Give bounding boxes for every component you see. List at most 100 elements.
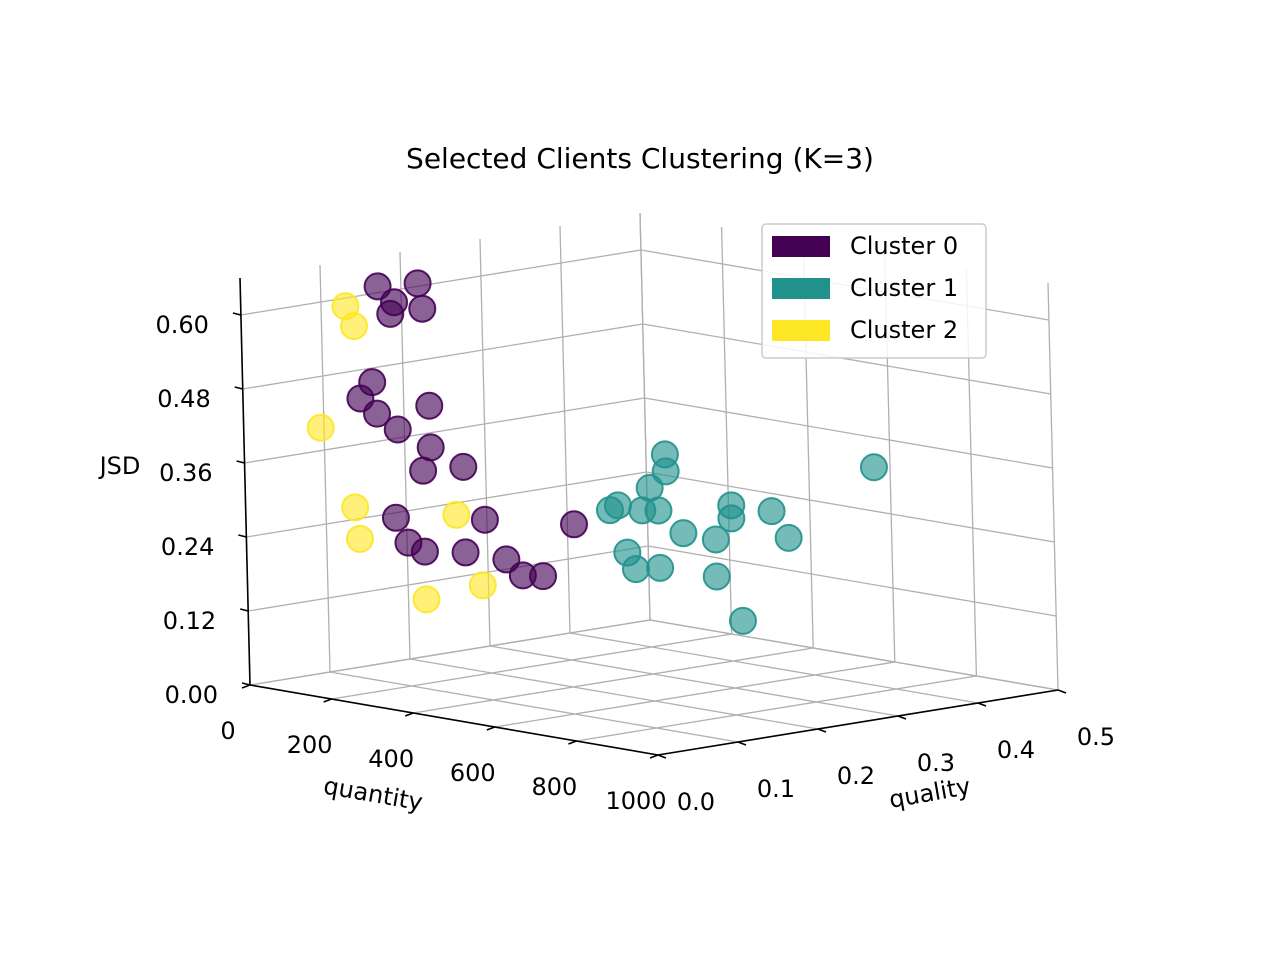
quality-tick-mark [817, 728, 827, 733]
data-point-cluster-0 [470, 505, 499, 534]
data-point-cluster-1 [728, 606, 757, 635]
quantity-axis-label: quantity [321, 772, 424, 817]
data-point-cluster-1 [651, 457, 680, 486]
data-point-cluster-2 [468, 571, 497, 600]
data-point-cluster-0 [560, 510, 589, 539]
data-point-cluster-2 [412, 585, 441, 614]
data-point-cluster-0 [383, 415, 412, 444]
data-point-cluster-1 [646, 553, 675, 582]
floor-gridline [409, 658, 819, 730]
quantity-axis-line [249, 684, 659, 756]
points-layer [306, 269, 888, 635]
wall-gridline [642, 323, 1051, 395]
jsd-tick-mark [238, 534, 247, 538]
data-point-cluster-0 [381, 503, 410, 532]
jsd-tick-mark [241, 682, 251, 686]
jsd-axis-label: JSD [98, 452, 141, 480]
floor-gridline [329, 671, 739, 743]
floor-gridline [569, 632, 979, 704]
data-point-cluster-2 [442, 500, 471, 529]
quality-tick-mark [1057, 689, 1067, 694]
jsd-tick-label: 0.48 [157, 385, 210, 413]
jsd-axis-line [239, 277, 251, 686]
wall-gridline [248, 545, 649, 612]
quality-axis-label: quality [887, 772, 973, 814]
data-point-cluster-1 [644, 496, 673, 525]
quality-tick-label: 0.4 [997, 736, 1035, 764]
wall-gridline [648, 545, 1057, 617]
quality-tick-label: 0.5 [1077, 723, 1115, 751]
data-point-cluster-0 [416, 433, 445, 462]
floor-gridline [413, 647, 814, 714]
wall-gridline [1047, 282, 1059, 691]
legend-label: Cluster 1 [850, 274, 958, 302]
quantity-tick-mark [649, 754, 659, 759]
quality-tick-mark [897, 715, 907, 720]
data-point-cluster-2 [345, 524, 374, 553]
chart-title: Selected Clients Clustering (K=3) [406, 142, 874, 175]
quality-tick-label: 0.2 [837, 762, 875, 790]
floor-gridline [331, 633, 732, 700]
quantity-tick-mark [241, 684, 251, 689]
floor-gridline [576, 675, 977, 742]
data-point-cluster-1 [757, 497, 786, 526]
quantity-tick-label: 600 [450, 759, 496, 787]
data-point-cluster-0 [449, 452, 478, 481]
data-point-cluster-1 [859, 453, 888, 482]
quantity-tick-mark [486, 726, 496, 731]
data-point-cluster-1 [603, 491, 632, 520]
quantity-tick-label: 1000 [605, 787, 666, 815]
data-point-cluster-0 [410, 537, 439, 566]
data-point-cluster-2 [340, 312, 369, 341]
quality-axis-line [657, 689, 1059, 756]
wall-gridline [242, 323, 643, 390]
jsd-tick-label: 0.60 [155, 311, 208, 339]
legend-swatch [772, 236, 830, 257]
quantity-tick-label: 200 [287, 731, 333, 759]
data-point-cluster-0 [492, 545, 521, 574]
data-point-cluster-0 [529, 562, 558, 591]
wall-gridline [240, 249, 642, 316]
wall-gridline [639, 212, 651, 621]
data-point-cluster-2 [341, 493, 370, 522]
data-point-cluster-0 [363, 272, 392, 301]
quality-tick-label: 0.3 [917, 749, 955, 777]
wall-gridline [244, 397, 645, 464]
quantity-tick-label: 800 [531, 773, 577, 801]
jsd-tick-label: 0.24 [161, 533, 214, 561]
wall-gridline [249, 619, 651, 686]
quality-tick-mark [737, 741, 747, 746]
quality-tick-label: 0.0 [677, 788, 715, 816]
jsd-tick-label: 0.36 [159, 459, 212, 487]
legend-label: Cluster 0 [850, 232, 958, 260]
jsd-tick-mark [232, 312, 242, 316]
wall-gridline [319, 264, 331, 673]
data-point-cluster-0 [408, 294, 437, 323]
jsd-tick-label: 0.12 [163, 607, 216, 635]
data-point-cluster-1 [669, 519, 698, 548]
jsd-tick-label: 0.00 [165, 681, 218, 709]
data-point-cluster-1 [774, 523, 803, 552]
quantity-tick-mark [568, 740, 577, 745]
data-point-cluster-0 [451, 538, 480, 567]
quantity-tick-label: 0 [220, 717, 235, 745]
data-point-cluster-1 [717, 491, 746, 520]
wall-gridline [246, 471, 647, 538]
wall-gridline [559, 225, 571, 634]
wall-gridline [720, 226, 733, 635]
quality-tick-label: 0.1 [757, 775, 795, 803]
wall-gridline [646, 471, 1055, 543]
data-point-cluster-1 [702, 562, 731, 591]
jsd-tick-mark [234, 386, 243, 390]
data-point-cluster-0 [415, 391, 444, 420]
data-point-cluster-2 [306, 413, 335, 442]
legend-swatch [772, 320, 830, 341]
wall-gridline [644, 397, 1053, 469]
legend-label: Cluster 2 [850, 316, 958, 344]
data-point-cluster-0 [363, 399, 392, 428]
jsd-tick-mark [239, 608, 249, 612]
data-point-cluster-1 [701, 525, 730, 554]
wall-gridline [649, 619, 1059, 691]
